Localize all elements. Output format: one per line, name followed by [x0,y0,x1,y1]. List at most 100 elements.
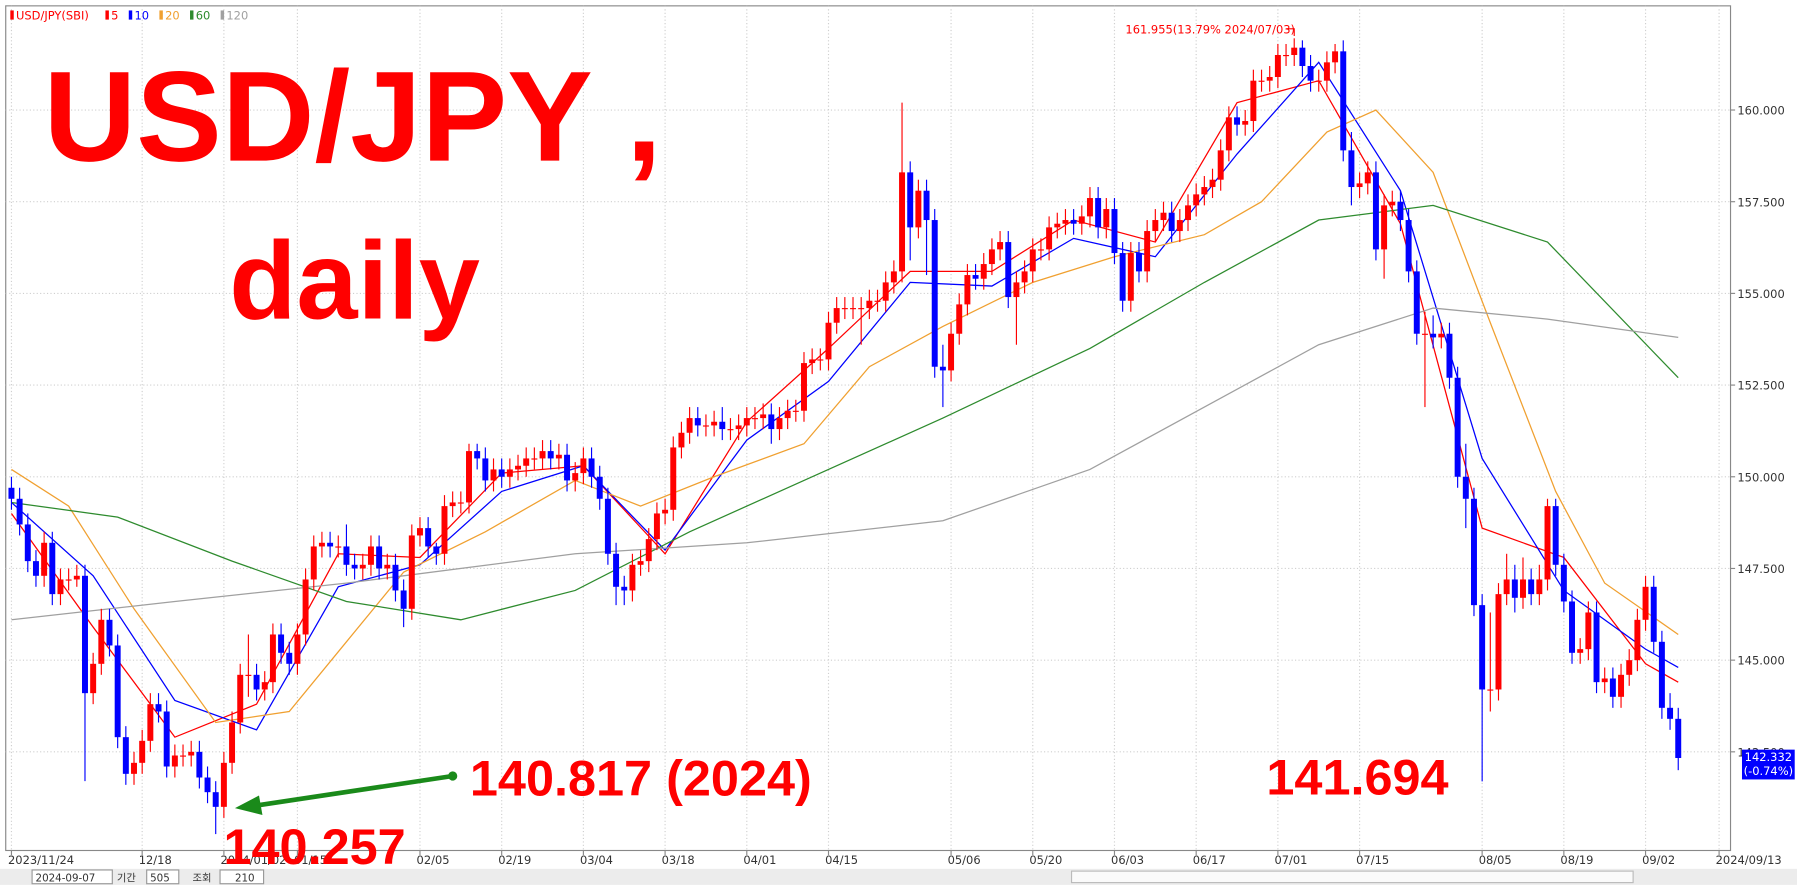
period-value: 505 [150,872,170,884]
arrow-head [234,795,263,815]
candle-body [1209,179,1216,188]
candle-body [939,366,946,371]
x-tick-label: 01/15 [294,853,327,867]
candle-body [1372,172,1379,250]
candle-body [1029,249,1036,272]
candle-body [1111,209,1118,254]
legend-symbol: USD/JPY(SBI) [16,9,89,23]
candle-body [1536,579,1543,595]
candle-body [629,564,636,591]
toolbar: 2024-09-07 기간 505 조회 210 [0,868,1797,885]
x-tick-label: 05/06 [948,853,981,867]
candle-body [711,421,718,426]
candle-body [604,498,611,554]
candle-body [1291,47,1298,56]
candle-body [343,546,350,565]
candle-body [1585,612,1592,650]
candle-body [948,333,955,371]
candle-body [278,634,285,653]
scrollbar[interactable] [1070,870,1634,884]
period-box[interactable] [146,869,180,885]
candle-body [1299,47,1306,67]
x-tick-label: 2024/01/02 [220,853,286,867]
candle-body [449,502,456,507]
overlay-subtitle: daily [229,220,480,343]
candle-body [392,564,399,591]
candle-body [882,282,889,301]
candle-body [90,663,97,694]
candle-body [73,575,80,580]
candle-body [523,458,530,466]
candle-body [506,469,513,477]
candle-body [41,542,48,576]
candle-body [825,322,832,360]
candle-body [237,674,244,723]
candle-body [1397,201,1404,221]
legend-swatch [159,10,163,20]
candle-body [1511,579,1518,598]
count-box[interactable] [219,869,265,885]
legend-label: 5 [111,9,118,23]
candle-body [1258,80,1265,82]
candle-body [269,634,276,683]
candle-body [1430,333,1437,338]
candle-body [1634,619,1641,661]
candle-body [1283,55,1290,57]
candle-body [719,421,726,430]
high-annotation: 161.955(13.79% 2024/07/03) [1125,22,1295,36]
candle-body [572,473,579,481]
candle-body [1356,183,1363,188]
candle-body [490,469,497,481]
x-tick-label: 07/15 [1356,853,1389,867]
candle-body [760,414,767,419]
candle-body [988,249,995,265]
candle-body [139,740,146,763]
arrow-line [254,773,454,809]
candle-body [1266,77,1273,81]
x-tick-label: 08/19 [1560,853,1593,867]
candle-body [245,674,252,676]
date-box[interactable] [31,869,113,885]
candle-body [82,575,88,694]
y-tick-label: 150.000 [1737,470,1784,484]
candle-body [1577,649,1584,653]
candle-body [425,528,432,547]
candle-body [1503,579,1510,595]
candle-body [384,564,391,569]
query-label[interactable]: 조회 [193,872,212,884]
candle-body [621,586,628,591]
candle-body [817,359,824,361]
candle-body [376,546,383,569]
candle-body [801,363,807,411]
candle-body [1667,707,1674,719]
candle-body [809,359,816,364]
overlay-note-aug: 141.694 [1266,748,1448,805]
legend-swatch [220,10,225,20]
candle-body [16,498,23,525]
candle-body [694,418,701,426]
candle-body [1413,271,1420,334]
candle-body [1569,601,1576,653]
x-tick-label: 2024/09/13 [1716,853,1782,867]
candle-body [1217,150,1224,180]
candle-body [792,410,799,412]
candle-body [163,711,170,767]
candle-body [1323,62,1330,81]
candle-body [498,469,505,477]
candle-body [466,451,472,503]
candle-body [1381,205,1388,250]
candle-body [956,304,963,334]
candle-body [1078,216,1085,224]
candle-body [1479,605,1486,690]
candle-body [98,619,105,664]
y-tick-label: 157.500 [1737,195,1784,209]
candle-body [1168,212,1175,232]
candle-body [122,737,129,774]
period-label: 기간 [117,872,136,884]
x-tick-label: 02/19 [498,853,531,867]
last-price-bg [1741,749,1795,780]
candle-body [114,645,121,738]
candle-body [1389,201,1396,206]
